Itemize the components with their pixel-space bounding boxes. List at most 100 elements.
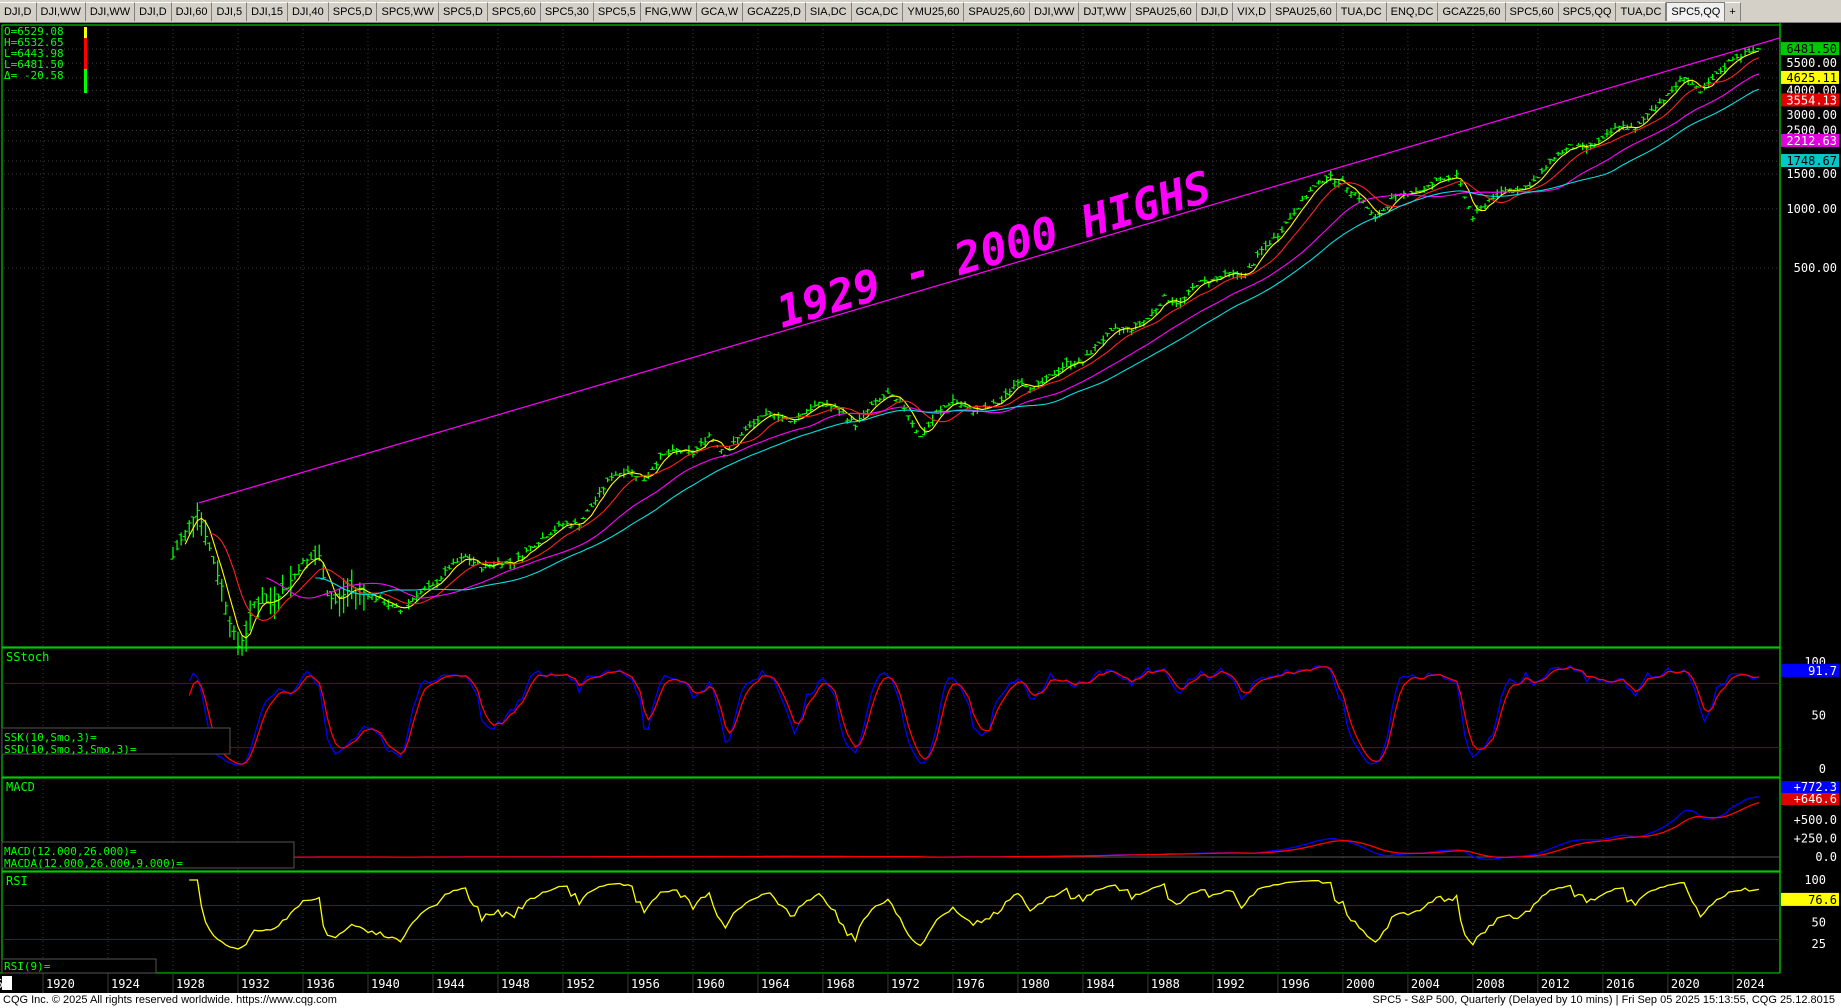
macd-badge-bg	[1781, 781, 1839, 793]
ohlc-marker	[84, 69, 87, 81]
macd-badge-label: +772.3	[1794, 780, 1837, 794]
chart-tab[interactable]: SIA,DC	[805, 2, 852, 21]
ohlc-readout: H=6532.65	[4, 36, 64, 49]
chart-tab[interactable]: DJI,60	[171, 2, 213, 21]
x-tick-label: 2004	[1411, 977, 1440, 991]
chart-tab[interactable]: DJI,WW	[1030, 2, 1080, 21]
chart-tab[interactable]: VIX,D	[1233, 2, 1272, 21]
rsi-title: RSI	[6, 874, 28, 888]
chart-tab[interactable]: SPC5,QQ	[1558, 2, 1617, 21]
chart-tab[interactable]: SPC5,60	[1505, 2, 1559, 21]
x-tick-label: 1980	[1021, 977, 1050, 991]
rsi-badge-bg	[1781, 892, 1839, 906]
chart-tab[interactable]: DJT,WW	[1079, 2, 1132, 21]
chart-area[interactable]: 3000.00 1500.00 1000.00 500.00 6481.50 5500.0…	[0, 23, 1841, 995]
x-tick-label: 1940	[371, 977, 400, 991]
chart-tab[interactable]: SPAU25,60	[964, 2, 1031, 21]
x-tick-label: 1924	[111, 977, 140, 991]
chart-tab[interactable]: SPAU25,60	[1271, 2, 1337, 21]
chart-tab[interactable]: FNG,WW	[640, 2, 697, 21]
macd-tick-label: +250.0	[1794, 831, 1837, 845]
sstoch-tick-label: 0	[1819, 762, 1826, 776]
sstoch-title: SStoch	[6, 650, 49, 664]
price-badge-bg	[1781, 133, 1839, 147]
x-tick-label: 1992	[1216, 977, 1245, 991]
chart-tab[interactable]: SPC5,WW	[377, 2, 440, 21]
chart-tab[interactable]: DJI,WW	[36, 2, 86, 21]
rsi-line	[189, 879, 1760, 950]
sstoch-d-line	[188, 666, 1759, 765]
chart-tab[interactable]: DJI,WW	[85, 2, 136, 21]
chart-tab[interactable]: TUA,DC	[1616, 2, 1667, 21]
ma-red	[209, 57, 1760, 622]
chart-tab[interactable]: GCA,W	[696, 2, 744, 21]
macd-signal-line	[294, 802, 1760, 859]
x-tick-label: 2008	[1476, 977, 1505, 991]
price-badge-bg	[1781, 42, 1839, 56]
price-badge-bg	[1781, 93, 1839, 107]
x-tick-label: 916	[0, 977, 3, 991]
chart-tab[interactable]: DJI,5	[212, 2, 248, 21]
rsi-legend-box	[1, 958, 157, 974]
chart-tab[interactable]: SPC5,QQ	[1666, 2, 1726, 21]
chart-tab[interactable]: ENQ,DC	[1386, 2, 1439, 21]
rsi-tick-label: 25	[1812, 937, 1826, 951]
chart-tab-bar: DJI,D DJI,WW DJI,WW DJI,D DJI,60 DJI,5 DJI,15 D…	[0, 0, 1841, 23]
x-tick-label: 1976	[956, 977, 985, 991]
chart-tab[interactable]: DJI,D	[0, 2, 37, 21]
price-tick-label: 3000.00	[1786, 108, 1837, 122]
price-badge-label: 6481.50	[1786, 42, 1837, 56]
rsi-legend: RSI(9)=	[4, 960, 51, 973]
rsi-panel[interactable]	[4, 879, 1780, 950]
x-tick-label: 1960	[696, 977, 725, 991]
x-tick-label: 2012	[1541, 977, 1570, 991]
ohlc-marker	[84, 27, 87, 38]
chart-tab[interactable]: SPC5,60	[487, 2, 541, 21]
price-panel[interactable]	[170, 37, 1781, 656]
x-tick-label: 1984	[1086, 977, 1115, 991]
x-axis-bg	[0, 973, 1841, 995]
chart-tab[interactable]: SPC5,5	[593, 2, 641, 21]
chart-tab[interactable]: GCAZ25,D	[743, 2, 806, 21]
x-tick-label: 1972	[891, 977, 920, 991]
x-tick-label: 1920	[46, 977, 75, 991]
x-tick-label: 1988	[1151, 977, 1180, 991]
chart-tab[interactable]: DJI,15	[247, 2, 288, 21]
ma-cyan	[315, 88, 1760, 596]
macd-legend: MACDA(12.000,26.000,9.000)=	[4, 857, 183, 870]
macd-tick-label: 0.0	[1815, 850, 1837, 864]
chart-tab[interactable]: YMU25,60	[903, 2, 965, 21]
price-badge-bg	[1781, 70, 1839, 84]
chart-tab[interactable]: SPC5,30	[540, 2, 594, 21]
chart-tab[interactable]: SPAU25,60	[1131, 2, 1197, 21]
price-chart-svg[interactable]: 3000.001500.001000.00500.006481.505500.0…	[0, 23, 1841, 995]
chart-tab[interactable]: GCAZ25,60	[1438, 2, 1506, 21]
chart-tab[interactable]: SPC5,D	[328, 2, 378, 21]
ohlc-readout: O=6529.08	[4, 25, 64, 38]
rsi-tick-label: 50	[1812, 916, 1826, 930]
macd-panel[interactable]	[4, 796, 1780, 861]
chart-tab[interactable]: GCA,DC	[851, 2, 904, 21]
macd-signal-badge-bg	[1781, 793, 1839, 805]
sstoch-legend-box	[1, 727, 231, 755]
rsi-badge-label: 76.6	[1808, 893, 1837, 907]
x-tick-label: 1964	[761, 977, 790, 991]
ma-magenta	[266, 73, 1760, 599]
macd-legend-box	[1, 841, 295, 869]
sstoch-k-line	[188, 664, 1760, 766]
price-tick-label: 1000.00	[1786, 202, 1837, 216]
chart-tab[interactable]: TUA,DC	[1336, 2, 1387, 21]
chart-tab[interactable]: DJI,D	[1196, 2, 1234, 21]
copyright-text: CQG Inc. © 2025 All rights reserved worl…	[3, 994, 337, 1006]
price-tick-label: 500.00	[1794, 261, 1837, 275]
ohlc-marker	[84, 81, 87, 93]
x-tick-label: 2016	[1606, 977, 1635, 991]
chart-tab[interactable]: SPC5,D	[439, 2, 488, 21]
chart-tab[interactable]: DJI,40	[287, 2, 329, 21]
sstoch-panel[interactable]	[4, 664, 1780, 766]
macd-signal-badge-label: +646.6	[1794, 792, 1837, 806]
chart-tab[interactable]: DJI,D	[135, 2, 172, 21]
price-badge-label: 3554.13	[1786, 93, 1837, 107]
add-tab-button[interactable]: +	[1725, 2, 1741, 21]
status-info-text: SPC5 - S&P 500, Quarterly (Delayed by 10…	[1372, 994, 1835, 1006]
